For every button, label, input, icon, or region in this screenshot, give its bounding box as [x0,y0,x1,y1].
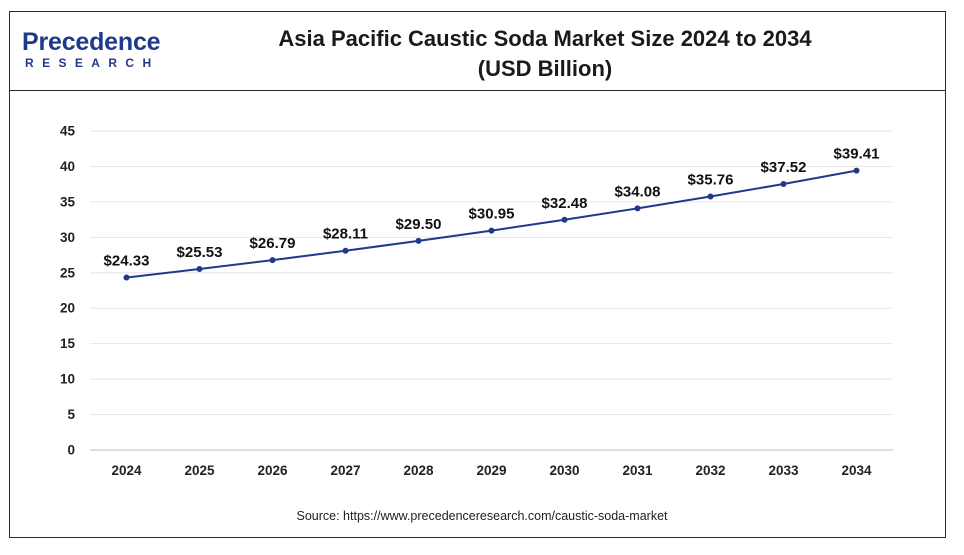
data-point [196,266,203,273]
x-tick-label: 2030 [549,463,579,478]
x-tick-label: 2033 [768,463,799,478]
data-label: $29.50 [396,216,442,233]
data-point [707,193,714,200]
data-label: $35.76 [688,172,734,189]
gridlines [90,130,893,416]
data-point [780,181,787,188]
data-point [342,247,349,254]
brand-logo: Precedence RESEARCH [22,28,172,78]
x-axis-ticks: 2024 2025 2026 2027 2028 2029 2030 2031 2032 2033… [111,463,872,478]
data-point [634,205,641,212]
data-point [853,167,860,174]
x-tick-label: 2027 [330,463,360,478]
y-tick-label: 25 [60,265,76,280]
x-tick-label: 2028 [403,463,434,478]
y-tick-label: 45 [60,124,76,139]
logo-wordmark: Precedence [22,28,161,56]
y-tick-label: 20 [60,301,75,316]
chart-title-line2: (USD Billion) [477,56,613,81]
y-tick-label: 30 [60,230,75,245]
data-point [123,274,130,281]
data-label: $32.48 [542,195,588,212]
data-point [561,216,568,223]
data-label: $26.79 [250,235,296,252]
data-label: $25.53 [177,244,223,261]
header-divider [9,90,946,91]
y-tick-label: 10 [60,372,75,387]
source-note: Source: https://www.precedenceresearch.c… [296,509,668,523]
data-points [123,167,860,281]
data-label: $34.08 [615,183,661,200]
y-tick-label: 5 [67,407,75,422]
data-labels: $24.33 $25.53 $26.79 $28.11 $29.50 $30.95 $32.… [104,146,880,270]
x-tick-label: 2031 [622,463,653,478]
x-tick-label: 2024 [111,463,142,478]
x-tick-label: 2026 [257,463,288,478]
x-tick-label: 2029 [476,463,506,478]
x-tick-label: 2032 [695,463,725,478]
y-tick-label: 35 [60,194,76,209]
data-label: $30.95 [469,206,515,223]
data-label: $28.11 [323,226,368,243]
y-tick-label: 0 [67,443,75,458]
series-line [126,169,857,279]
x-tick-label: 2025 [184,463,215,478]
data-label: $39.41 [834,146,880,163]
data-label: $24.33 [104,253,150,270]
logo-subtitle: RESEARCH [25,56,160,70]
y-axis-ticks: 0 5 10 15 20 25 30 35 40 45 [60,124,76,458]
chart-title-line1: Asia Pacific Caustic Soda Market Size 20… [278,26,812,51]
data-point [269,257,276,264]
x-tick-label: 2034 [841,463,872,478]
data-label: $37.52 [761,159,807,176]
y-tick-label: 15 [60,336,76,351]
chart-title: Asia Pacific Caustic Soda Market Size 20… [245,24,845,84]
y-tick-label: 40 [60,159,75,174]
data-point [488,227,495,234]
data-point [415,237,422,244]
